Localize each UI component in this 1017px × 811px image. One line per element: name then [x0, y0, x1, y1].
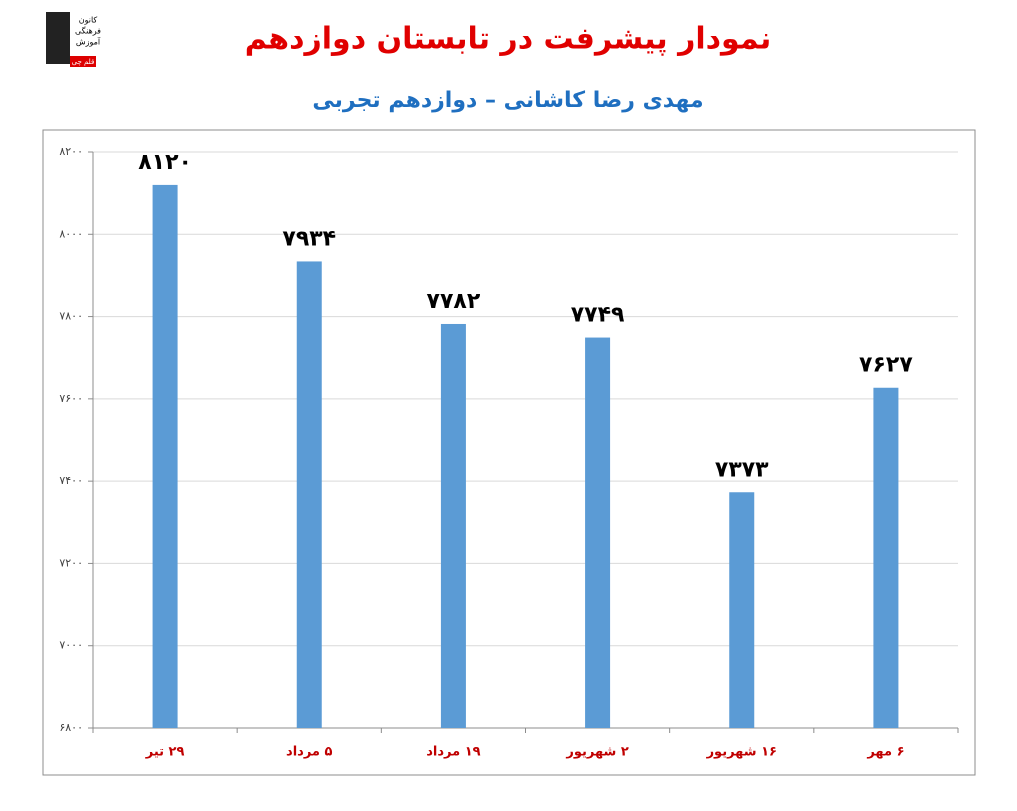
x-tick-label: ۵ مرداد [286, 745, 332, 760]
y-tick-label: ۸۰۰۰ [59, 227, 83, 240]
y-tick-label: ۷۰۰۰ [59, 639, 83, 652]
bar [585, 337, 611, 728]
y-tick-label: ۸۲۰۰ [59, 145, 83, 158]
logo-text: آموزش [76, 37, 101, 47]
bar [873, 387, 899, 728]
logo-text: فرهنگی [75, 26, 101, 36]
logo-figure [46, 12, 70, 64]
logo: کانون فرهنگی آموزش قلم چی [46, 12, 101, 67]
y-tick-label: ۷۴۰۰ [59, 474, 83, 487]
data-label: ۷۷۸۲ [427, 289, 481, 314]
chart-frame [42, 129, 976, 776]
bar [296, 261, 322, 728]
logo-badge [70, 56, 96, 67]
data-label: ۸۱۲۰ [138, 150, 192, 175]
x-tick-label: ۱۶ شهریور [706, 745, 777, 760]
y-tick-label: ۷۸۰۰ [59, 310, 83, 323]
chart-subtitle: مهدی رضا کاشانی – دوازدهم تجربی [312, 88, 703, 113]
y-tick-label: ۷۲۰۰ [59, 556, 83, 569]
data-label: ۷۳۷۳ [715, 457, 769, 482]
chart-title: نمودار پیشرفت در تابستان دوازدهم [245, 22, 771, 57]
logo-text: قلم چی [72, 58, 95, 66]
logo-text: کانون [79, 16, 98, 25]
y-tick-label: ۶۸۰۰ [59, 721, 83, 734]
y-tick-label: ۷۶۰۰ [59, 392, 83, 405]
data-label: ۷۹۳۴ [282, 226, 336, 251]
bar [152, 184, 178, 728]
bar [440, 323, 466, 728]
data-label: ۷۶۲۷ [859, 353, 913, 378]
x-tick-label: ۲۹ تیر [145, 745, 185, 760]
data-label: ۷۷۴۹ [571, 303, 625, 328]
x-tick-label: ۲ شهریور [565, 745, 629, 760]
x-tick-label: ۱۹ مرداد [426, 745, 480, 760]
bar [729, 492, 755, 728]
x-tick-label: ۶ مهر [866, 745, 904, 760]
